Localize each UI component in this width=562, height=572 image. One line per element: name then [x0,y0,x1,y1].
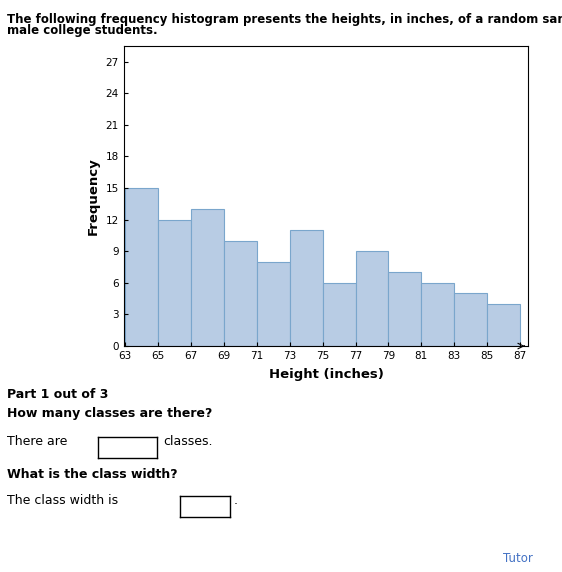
Bar [323,283,356,346]
Bar [125,188,158,346]
Bar [191,209,224,346]
Text: classes.: classes. [163,435,212,448]
Text: Part 1 out of 3: Part 1 out of 3 [7,388,108,401]
Bar [224,241,257,346]
Bar [487,304,520,346]
Text: The following frequency histogram presents the heights, in inches, of a random s: The following frequency histogram presen… [7,13,562,26]
Bar [356,251,388,346]
Text: male college students.: male college students. [7,24,158,37]
Text: Tutor: Tutor [503,552,533,565]
Text: How many classes are there?: How many classes are there? [7,407,212,420]
X-axis label: Height (inches): Height (inches) [269,368,383,381]
Y-axis label: Frequency: Frequency [87,157,100,235]
Bar [388,272,422,346]
Bar [257,262,290,346]
Bar [158,220,191,346]
Bar [290,230,323,346]
Bar [422,283,454,346]
Text: The class width is: The class width is [7,494,119,507]
Text: What is the class width?: What is the class width? [7,468,178,481]
Bar [454,293,487,346]
Text: .: . [233,494,237,507]
Text: There are: There are [7,435,67,448]
